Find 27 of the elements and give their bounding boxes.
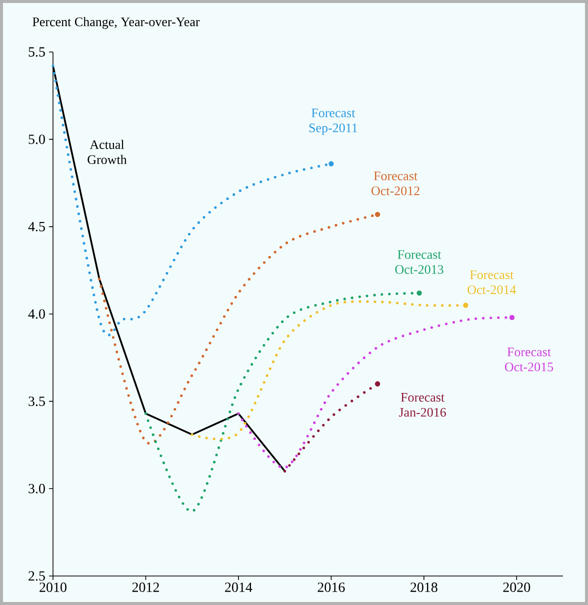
- y-tick-label: 5.0: [28, 134, 45, 144]
- x-tick-label: 2010: [40, 582, 66, 592]
- x-tick-label: 2012: [132, 582, 159, 592]
- y-tick-label: 5.5: [28, 47, 45, 57]
- y-tick-label: 4.5: [28, 222, 45, 232]
- x-tick-label: 2020: [503, 582, 530, 592]
- series-label: Actual Growth: [88, 140, 127, 164]
- point: [416, 290, 422, 296]
- y-axis-title: Percent Change, Year-over-Year: [32, 17, 200, 29]
- series-label: Forecast Oct-2014: [468, 270, 516, 294]
- point: [328, 161, 334, 166]
- y-tick-label: 2.5: [28, 571, 45, 581]
- x-tick-label: 2014: [225, 582, 252, 592]
- series-label: Forecast Oct-2013: [395, 250, 444, 274]
- series-label: Forecast Oct-2012: [372, 172, 420, 196]
- text: Forecast Sep-2011: [309, 108, 358, 135]
- y-tick-label: 3.5: [28, 396, 45, 406]
- x-tick-label: 2016: [318, 582, 345, 592]
- point: [463, 302, 468, 308]
- y-tick-label: 3.0: [28, 484, 45, 494]
- x-tick-label: 2018: [410, 582, 438, 592]
- series-label: Forecast Jan-2016: [398, 393, 446, 417]
- point: [374, 212, 380, 218]
- point: [374, 381, 380, 386]
- text: Forecast Oct-2015: [504, 348, 554, 372]
- y-tick-label: 4.0: [28, 309, 45, 319]
- point: [509, 314, 515, 320]
